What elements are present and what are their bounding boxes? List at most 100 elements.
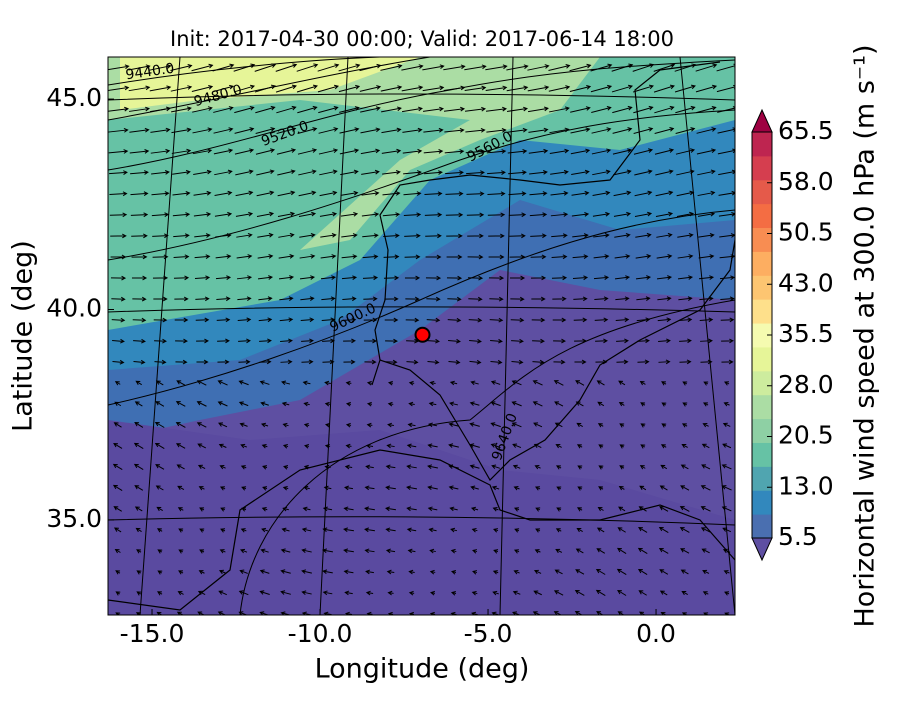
- wind-arrow: [156, 528, 163, 533]
- wind-arrow: [258, 317, 273, 323]
- wind-arrow: [170, 85, 193, 92]
- wind-arrow: [576, 444, 583, 449]
- wind-arrow: [506, 64, 529, 71]
- wind-arrow: [426, 317, 441, 323]
- wind-arrow: [150, 127, 171, 133]
- wind-arrow: [343, 359, 356, 365]
- wind-arrow: [176, 380, 186, 386]
- wind-arrow: [344, 485, 354, 491]
- wind-arrow: [577, 486, 583, 491]
- wind-arrow: [616, 568, 627, 576]
- wind-arrow: [573, 317, 588, 323]
- wind-arrow: [302, 380, 311, 386]
- wind-arrow: [659, 506, 669, 512]
- wind-arrow: [408, 590, 415, 596]
- wind-arrow: [303, 401, 310, 407]
- wind-arrow: [191, 85, 214, 92]
- wind-arrow: [637, 359, 650, 365]
- wind-arrow: [318, 105, 339, 114]
- contour-line: [108, 109, 735, 261]
- wind-arrow: [485, 106, 508, 112]
- wind-arrow: [175, 338, 188, 344]
- wind-arrow: [674, 84, 696, 93]
- map-field: [108, 57, 735, 615]
- wind-arrow: [656, 275, 673, 280]
- wind-arrow: [590, 84, 613, 93]
- wind-arrow: [194, 275, 211, 281]
- wind-arrow: [574, 611, 583, 615]
- wind-arrow: [507, 127, 528, 133]
- wind-arrow: [108, 106, 130, 112]
- wind-arrow: [485, 64, 508, 71]
- wind-arrow: [613, 169, 632, 176]
- wind-arrow: [720, 317, 735, 323]
- wind-arrow: [301, 338, 314, 344]
- wind-arrow: [598, 486, 604, 491]
- wind-arrow: [154, 442, 165, 449]
- wind-arrow: [151, 191, 170, 196]
- wind-arrow: [700, 506, 711, 512]
- wind-arrow: [490, 338, 503, 344]
- wind-arrow: [718, 211, 735, 217]
- colorbar-extend: [751, 537, 773, 562]
- wind-arrow: [342, 296, 357, 302]
- wind-arrow: [319, 169, 338, 176]
- wind-arrow: [239, 422, 248, 428]
- wind-arrow: [110, 233, 127, 239]
- x-tick-label: -10.0: [288, 619, 353, 648]
- wind-arrow: [443, 106, 466, 112]
- wind-arrow: [464, 64, 487, 71]
- coastline: [108, 449, 735, 611]
- wind-arrow: [304, 443, 310, 449]
- contour-line: [108, 57, 431, 121]
- wind-arrow: [513, 486, 520, 491]
- wind-arrow: [429, 569, 436, 575]
- wind-arrow: [237, 317, 252, 323]
- wind-arrow: [470, 380, 479, 386]
- wind-arrow: [548, 63, 571, 71]
- wind-arrow: [615, 317, 630, 323]
- wind-arrow: [217, 401, 228, 407]
- wind-arrow: [320, 254, 337, 259]
- wind-arrow: [343, 527, 354, 533]
- wind-arrow: [614, 275, 631, 280]
- wind-arrow: [491, 485, 500, 491]
- wind-arrow: [406, 485, 418, 491]
- wind-arrow: [191, 63, 214, 72]
- colorbar-tick-label: 50.5: [778, 218, 834, 247]
- wind-arrow: [133, 359, 146, 365]
- wind-arrow: [262, 465, 268, 470]
- wind-arrow: [277, 211, 296, 218]
- wind-arrow: [343, 506, 354, 512]
- wind-arrow: [239, 569, 248, 574]
- wind-arrow: [196, 338, 209, 344]
- wind-arrow: [555, 548, 563, 554]
- wind-arrow: [176, 611, 184, 615]
- wind-arrow: [277, 169, 296, 176]
- wind-arrow: [548, 85, 571, 92]
- wind-arrow: [382, 212, 401, 217]
- wind-arrow: [488, 275, 505, 281]
- wind-arrow: [639, 465, 646, 470]
- wind-arrow: [361, 169, 380, 175]
- wind-arrow: [571, 169, 590, 175]
- wind-arrow: [716, 84, 735, 93]
- wind-arrow: [675, 127, 696, 134]
- wind-arrow: [510, 317, 525, 323]
- wind-arrow: [317, 63, 340, 72]
- wind-arrow: [151, 170, 170, 175]
- wind-arrow: [513, 549, 520, 554]
- wind-arrow: [528, 106, 549, 113]
- wind-arrow: [170, 63, 193, 71]
- wind-arrow: [259, 569, 270, 574]
- contour-line: [239, 299, 735, 615]
- wind-arrow: [529, 191, 548, 196]
- wind-arrow: [470, 485, 479, 491]
- wind-arrow: [408, 380, 415, 386]
- wind-arrow: [613, 190, 632, 197]
- wind-arrow: [238, 611, 248, 615]
- wind-arrow: [529, 170, 548, 175]
- colorbar-segment: [752, 514, 772, 539]
- wind-arrow: [282, 444, 289, 449]
- wind-arrow: [657, 296, 672, 301]
